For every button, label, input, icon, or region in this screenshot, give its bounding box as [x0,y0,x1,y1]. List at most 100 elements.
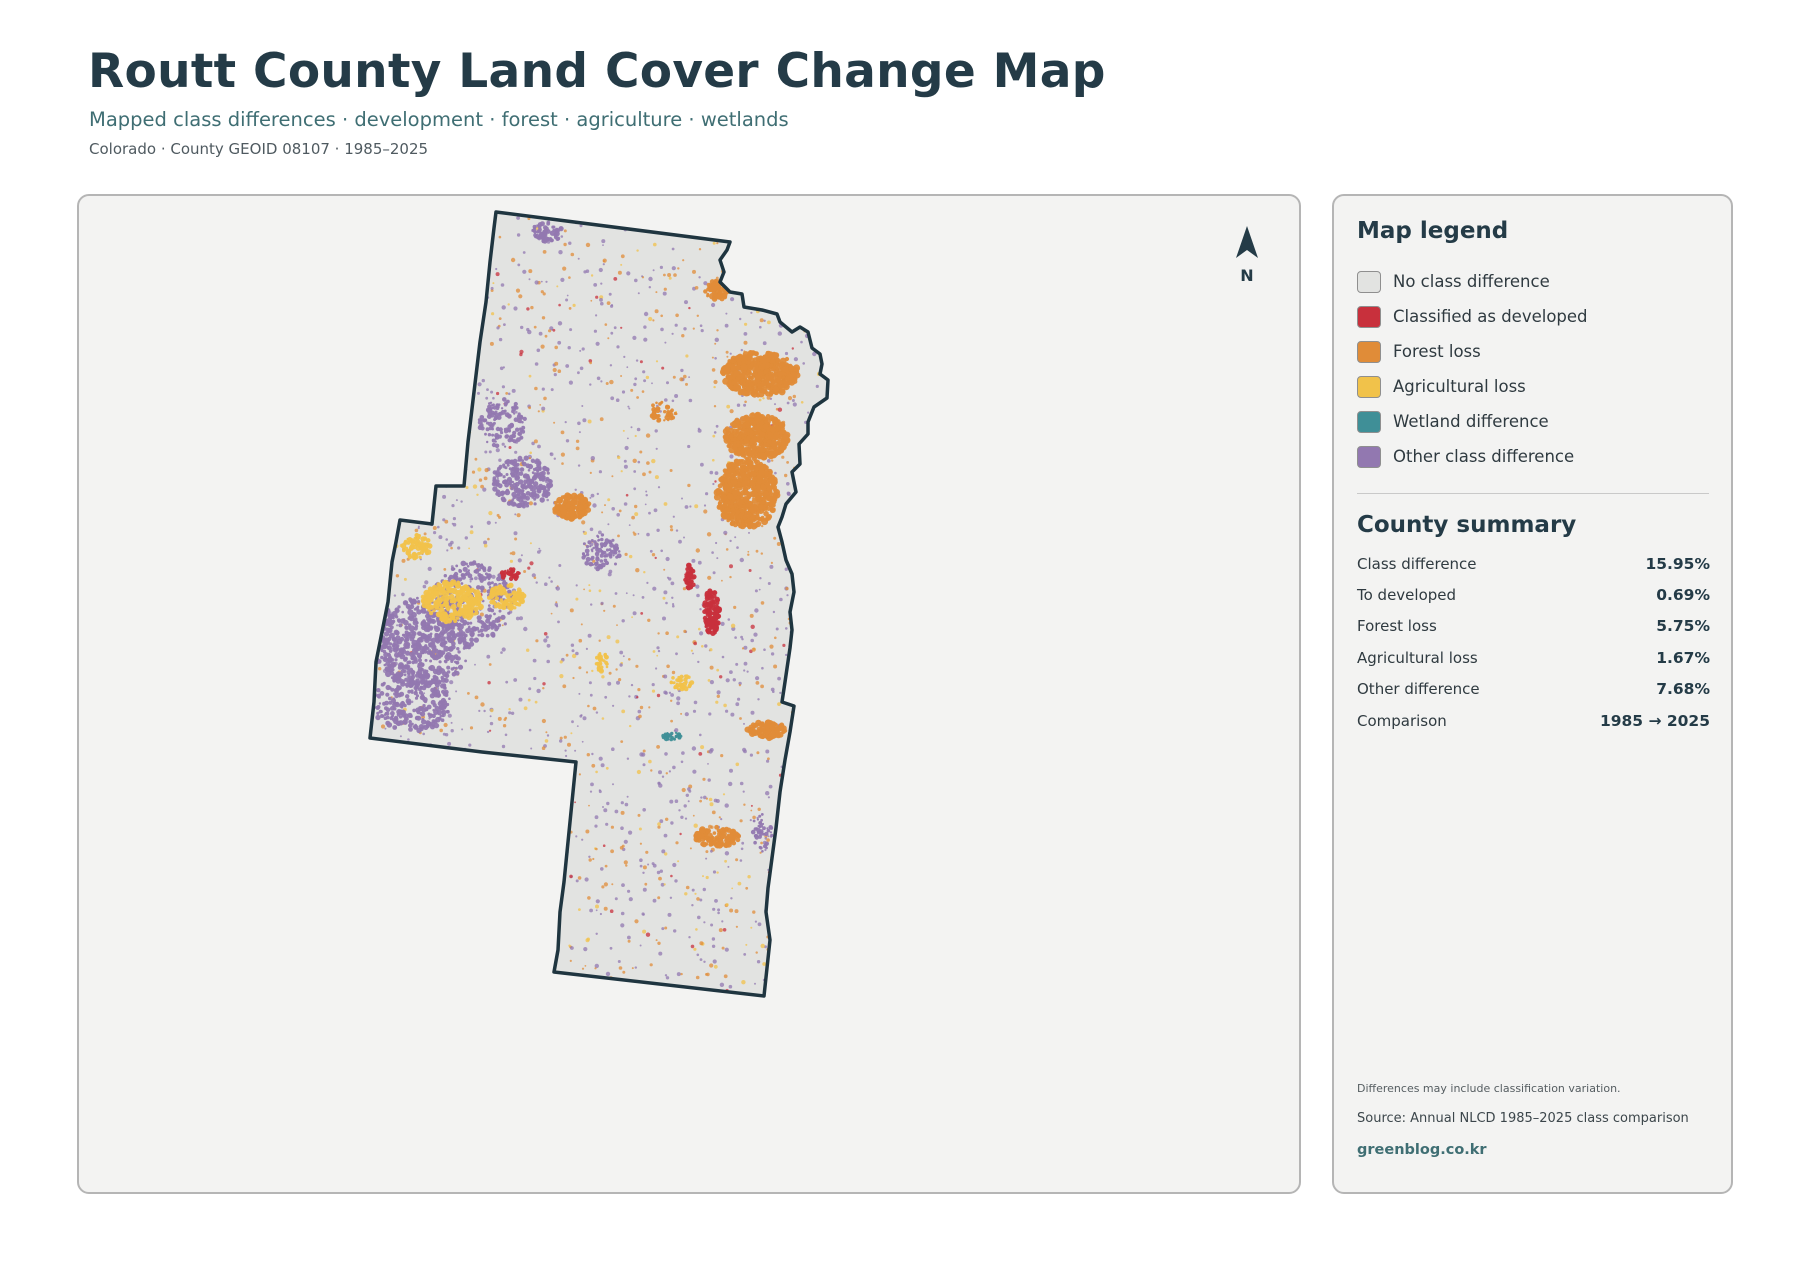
change-patch [559,805,562,809]
change-patch [711,368,716,372]
change-patch [714,480,717,483]
change-patch [602,260,606,263]
change-patch [501,901,506,906]
change-patch [699,799,702,803]
change-patch [557,620,560,624]
change-patch [448,282,454,287]
change-patch [439,973,443,976]
change-patch [731,282,736,287]
change-patch [745,421,751,427]
change-patch [383,663,387,667]
change-patch [812,913,817,918]
change-patch [414,219,418,223]
change-patch [663,273,666,277]
change-patch [725,548,729,551]
change-patch [507,392,511,396]
change-patch [784,953,788,958]
change-patch [872,237,875,240]
change-patch [648,511,651,515]
change-patch [817,938,822,943]
change-patch [466,941,469,945]
change-patch [510,501,517,507]
change-patch [595,932,598,935]
change-patch [391,257,396,261]
change-patch [773,386,779,393]
change-patch [696,991,701,995]
change-patch [700,993,703,996]
change-patch [469,637,474,643]
change-patch [672,603,675,606]
change-patch [550,612,553,615]
change-patch [588,561,594,567]
change-patch [788,930,793,934]
change-patch [884,730,887,733]
change-patch [822,332,827,336]
change-patch [523,455,529,461]
change-patch [430,939,434,943]
change-patch [521,425,526,430]
change-patch [546,471,550,475]
change-patch [504,489,511,496]
change-patch [646,532,650,537]
change-patch [553,373,557,377]
change-patch [711,356,714,359]
change-patch [833,449,836,452]
change-patch [433,754,436,758]
change-patch [755,681,760,685]
change-patch [618,678,622,682]
change-patch [725,312,728,315]
change-patch [802,833,805,836]
change-patch [412,708,416,713]
change-patch [671,332,674,335]
change-patch [834,313,836,315]
change-patch [459,791,463,795]
change-patch [789,539,795,544]
change-patch [698,752,703,756]
change-patch [900,862,904,866]
change-patch [543,492,547,497]
change-patch [401,558,406,563]
change-patch [456,233,460,237]
change-patch [845,415,849,419]
change-patch [377,599,382,604]
change-patch [662,596,666,600]
change-patch [878,291,881,294]
change-patch [775,947,780,952]
county-map[interactable] [79,196,1301,1194]
change-patch [883,319,886,322]
change-patch [445,538,449,541]
change-patch [472,626,476,630]
change-patch [438,631,445,638]
change-patch [605,766,609,770]
change-patch [439,748,444,753]
change-patch [589,383,592,386]
change-patch [793,357,799,362]
map-panel[interactable]: N [77,194,1301,1194]
change-patch [665,601,668,605]
change-patch [571,649,575,653]
change-patch [791,853,796,858]
change-patch [511,388,516,393]
change-patch [709,470,714,475]
change-patch [755,278,759,282]
change-patch [889,792,893,796]
change-patch [545,280,548,283]
change-patch [457,926,461,930]
change-patch [683,327,687,331]
change-patch [415,923,420,929]
change-patch [434,981,437,984]
change-patch [674,323,678,327]
change-patch [756,751,760,755]
change-patch [554,981,557,984]
change-patch [814,756,817,759]
change-patch [601,675,605,679]
change-patch [861,736,864,739]
change-patch [711,551,714,554]
change-patch [685,885,690,890]
change-patch [904,360,907,363]
change-patch [620,923,625,928]
change-patch [510,459,515,464]
change-patch [662,616,666,621]
change-patch [616,624,618,626]
change-patch [410,700,414,704]
